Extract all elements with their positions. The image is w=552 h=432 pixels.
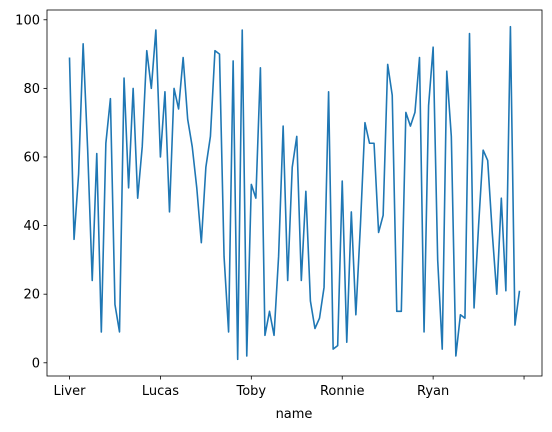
x-axis-label: name xyxy=(276,407,313,422)
x-tick-label: Toby xyxy=(235,384,266,399)
x-tick-label: Liver xyxy=(54,384,87,399)
y-tick-label: 20 xyxy=(23,288,40,303)
y-tick-label: 0 xyxy=(32,356,40,371)
x-tick-label: Ryan xyxy=(417,384,449,399)
x-tick-label: Lucas xyxy=(142,384,179,399)
y-tick-label: 80 xyxy=(23,82,40,97)
y-tick-label: 60 xyxy=(23,150,40,165)
y-tick-label: 100 xyxy=(15,13,40,28)
x-tick-label: Ronnie xyxy=(320,384,365,399)
axes-frame xyxy=(46,9,543,377)
y-tick-label: 40 xyxy=(23,219,40,234)
data-line xyxy=(68,25,521,361)
